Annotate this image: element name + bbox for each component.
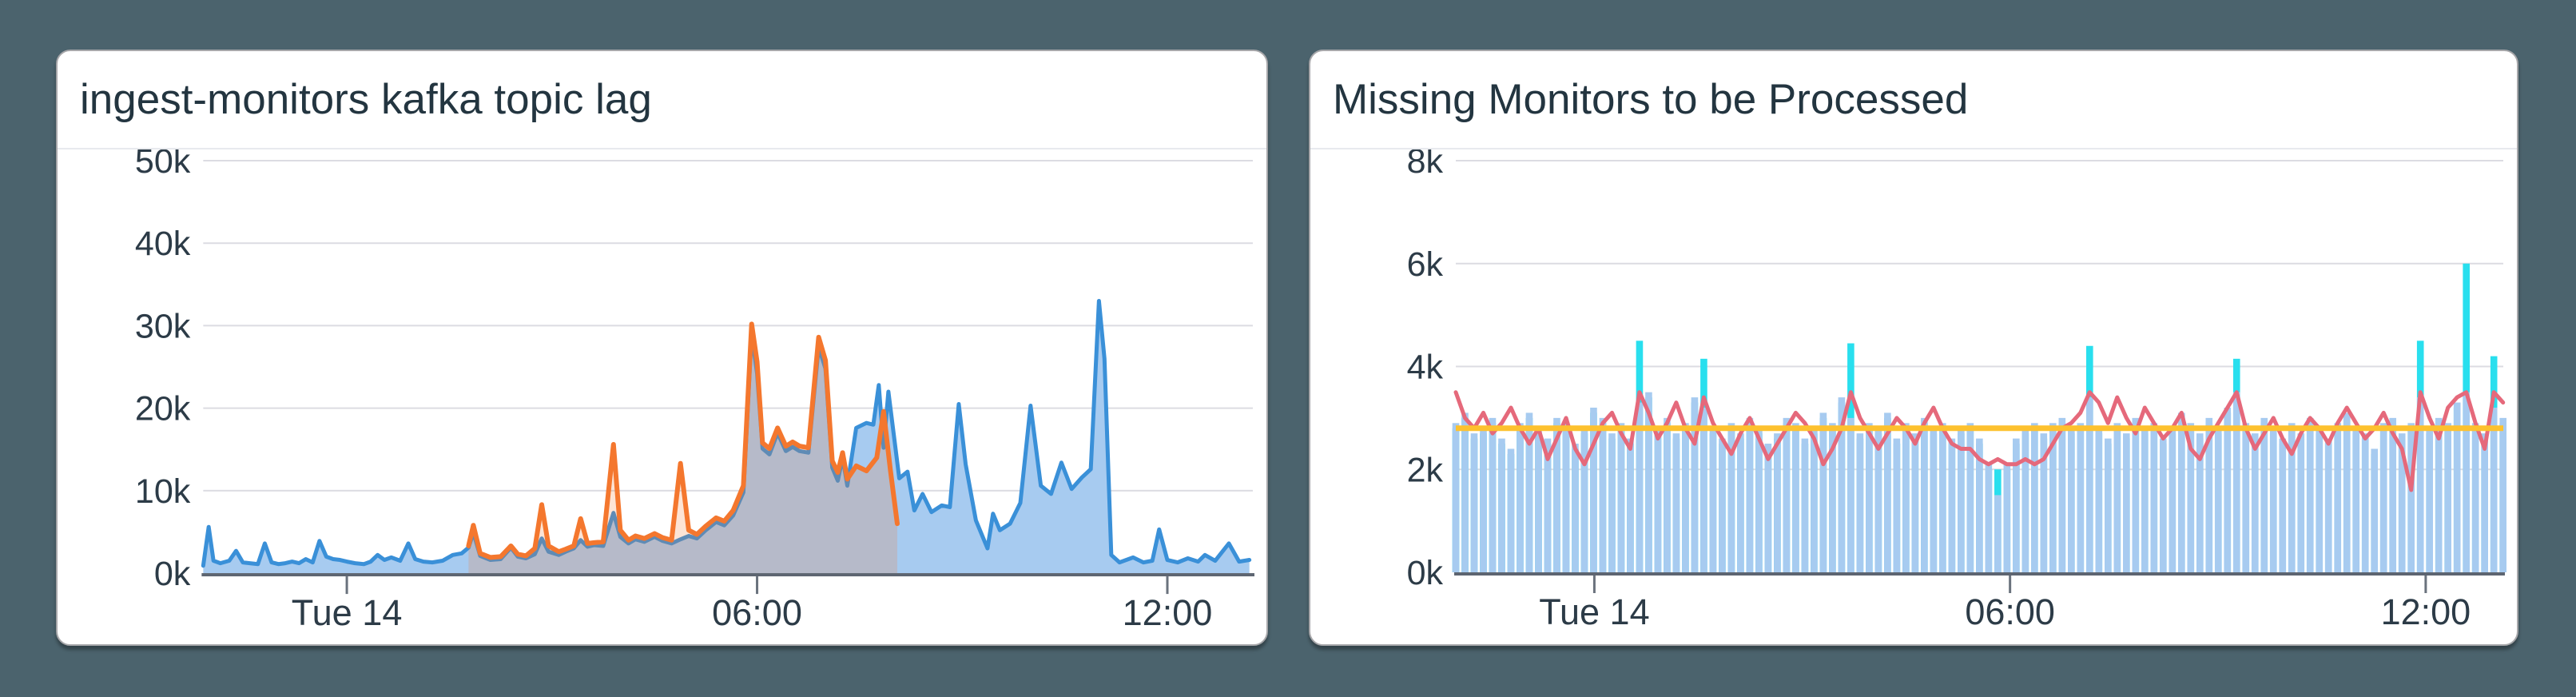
svg-text:50k: 50k bbox=[135, 149, 191, 181]
orange-area bbox=[466, 321, 900, 574]
panel-kafka-topic-lag: ingest-monitors kafka topic lag 0k 10k 20k… bbox=[56, 50, 1268, 646]
svg-text:10k: 10k bbox=[135, 472, 191, 511]
svg-text:0k: 0k bbox=[1407, 554, 1444, 592]
svg-text:40k: 40k bbox=[135, 225, 191, 263]
y-axis-labels: 0k 2k 4k 6k 8k bbox=[1407, 149, 1444, 592]
svg-text:Tue 14: Tue 14 bbox=[1539, 591, 1649, 632]
series bbox=[1452, 263, 2506, 572]
svg-text:06:00: 06:00 bbox=[1965, 591, 2055, 632]
svg-text:6k: 6k bbox=[1407, 245, 1444, 284]
svg-text:4k: 4k bbox=[1407, 348, 1444, 387]
svg-text:20k: 20k bbox=[135, 390, 191, 428]
pink-line bbox=[1453, 390, 2506, 492]
blue-bars bbox=[1452, 392, 2506, 572]
chart-svg[interactable]: 0k 10k 20k 30k 40k 50k Tue 14 06:00 12:00 bbox=[58, 149, 1266, 645]
svg-text:12:00: 12:00 bbox=[1123, 592, 1213, 633]
title-divider bbox=[58, 148, 1266, 149]
svg-text:0k: 0k bbox=[154, 555, 191, 593]
x-axis-labels: Tue 14 06:00 12:00 bbox=[292, 576, 1213, 633]
panel-missing-monitors: Missing Monitors to be Processed 0k 2k 4k 6… bbox=[1309, 50, 2518, 646]
svg-text:Tue 14: Tue 14 bbox=[292, 592, 403, 633]
svg-text:06:00: 06:00 bbox=[712, 592, 802, 633]
panel-title: Missing Monitors to be Processed bbox=[1333, 76, 1969, 123]
blue-area bbox=[201, 298, 1252, 574]
title-divider bbox=[1310, 148, 2517, 149]
missing-monitors-chart[interactable]: 0k 2k 4k 6k 8k Tue 14 06:00 12:00 bbox=[1310, 149, 2517, 644]
x-axis-line bbox=[1454, 572, 2505, 576]
series bbox=[201, 298, 1252, 574]
svg-text:8k: 8k bbox=[1407, 149, 1444, 181]
x-axis-line bbox=[201, 573, 1254, 577]
svg-text:12:00: 12:00 bbox=[2381, 591, 2471, 632]
svg-text:2k: 2k bbox=[1407, 451, 1444, 489]
kafka-topic-lag-chart[interactable]: 0k 10k 20k 30k 40k 50k Tue 14 06:00 12:00 bbox=[58, 149, 1266, 645]
chart-svg[interactable]: 0k 2k 4k 6k 8k Tue 14 06:00 12:00 bbox=[1310, 149, 2517, 644]
svg-text:30k: 30k bbox=[135, 307, 191, 345]
panel-title: ingest-monitors kafka topic lag bbox=[80, 76, 652, 123]
y-axis-labels: 0k 10k 20k 30k 40k 50k bbox=[135, 149, 191, 593]
x-axis-labels: Tue 14 06:00 12:00 bbox=[1539, 576, 2471, 632]
